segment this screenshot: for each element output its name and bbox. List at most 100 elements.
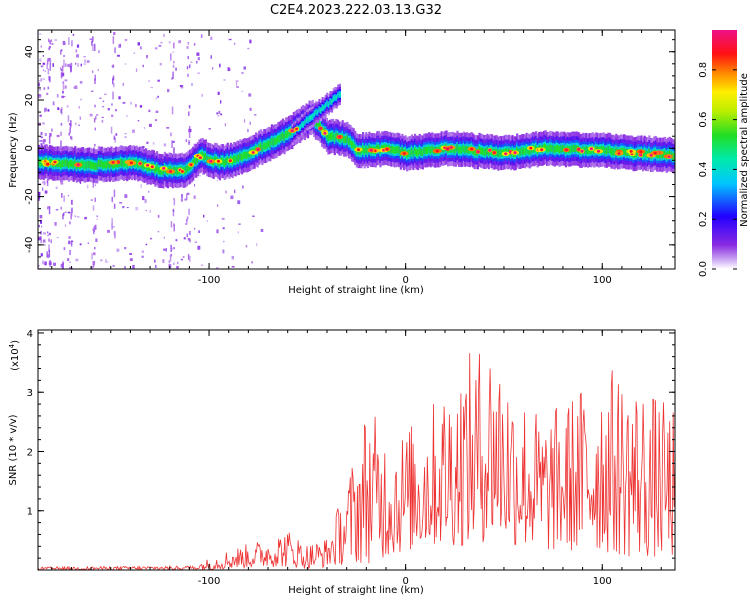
noise-cell [93,225,96,232]
noise-cell [135,104,137,108]
ridge-cell [108,161,111,169]
noise-cell [178,40,181,44]
noise-cell [67,258,70,261]
noise-cell [48,38,50,43]
noise-cell [69,221,71,225]
noise-cell [104,93,107,95]
colorbar-tick-label: 0.4 [698,161,709,177]
ridge-cell [174,167,177,175]
ridge-peak-core [180,170,184,173]
ridge-cell [612,148,615,156]
ridge-cell [332,132,335,140]
ridge-cell [273,137,277,145]
noise-cell [163,236,165,239]
noise-cell [99,97,102,99]
noise-cell [212,67,214,70]
noise-cell [42,62,46,65]
ridge-cell [412,149,415,157]
colorbar-tick-label: 0.0 [698,261,709,277]
noise-cell [47,234,49,237]
noise-cell [43,181,46,186]
noise-cell [188,126,191,131]
noise-cell [168,41,171,44]
ridge-cell [456,144,459,152]
noise-cell [113,32,116,36]
noise-cell [69,261,71,263]
noise-cell [112,77,114,85]
ridge-peak-core [589,147,594,151]
noise-cell [187,42,190,45]
noise-cell [180,258,183,261]
ridge-cell [154,166,157,174]
noise-cell [69,127,71,134]
noise-cell [165,248,167,252]
ridge-cell [480,147,483,155]
ridge-cell [535,144,538,152]
noise-cell [162,259,165,263]
noise-cell [111,218,113,225]
noise-cell [193,195,196,199]
ridge-cell [423,147,426,154]
noise-cell [188,208,190,215]
noise-cell [140,184,142,189]
noise-cell [181,194,183,198]
noise-cell [234,189,236,194]
noise-cell [39,58,41,61]
noise-cell [180,85,184,89]
noise-cell [112,36,115,44]
noise-cell [101,116,104,119]
ridge-cell [85,161,88,169]
noise-cell [83,56,86,58]
noise-cell [71,199,73,205]
ridge-cell [464,146,467,154]
noise-cell [70,135,72,140]
ridge-cell [301,122,304,127]
x-tick-label: 0 [402,576,408,587]
ridge-cell [329,99,332,104]
noise-cell [44,108,46,113]
noise-cell [249,121,251,125]
noise-cell [187,73,189,77]
ridge-cell [82,160,85,168]
ridge-cell [277,135,280,143]
ridge-cell [88,161,91,168]
noise-cell [222,227,225,230]
noise-cell [77,216,80,218]
noise-cell [60,72,63,79]
ridge-cell [286,130,289,138]
noise-cell [38,264,40,267]
ridge-cell [333,134,336,142]
snr-multiplier-close: ) [10,340,21,344]
ridge-peak-core [564,148,569,152]
noise-cell [172,64,175,68]
snr-x-ticks: -100 0 100 [51,330,662,587]
noise-cell [46,231,49,234]
ridge-peak-core [216,159,221,163]
noise-cell [92,264,95,268]
ridge-cell [319,108,323,113]
ridge-cell [354,144,357,152]
ridge-peak-core [385,147,389,151]
noise-cell [231,255,234,260]
noise-cell [75,62,77,65]
noise-cell [208,128,211,130]
noise-cell [70,240,73,247]
noise-cell [40,136,43,139]
ridge-cell [569,146,572,153]
ridge-cell [261,144,264,152]
noise-cell [221,217,225,220]
noise-cell [79,116,81,120]
noise-cell [49,63,51,71]
noise-cell [122,102,126,104]
ridge-cell [206,155,209,163]
noise-cell [223,240,225,243]
ridge-peak-core [198,156,202,160]
noise-cell [54,39,57,42]
noise-cell [86,60,90,63]
noise-cell [64,85,67,89]
noise-cell [93,118,96,123]
ridge-cell [572,145,575,153]
noise-cell [236,82,238,86]
ridge-peak-core [470,147,474,151]
noise-cell [124,194,128,198]
